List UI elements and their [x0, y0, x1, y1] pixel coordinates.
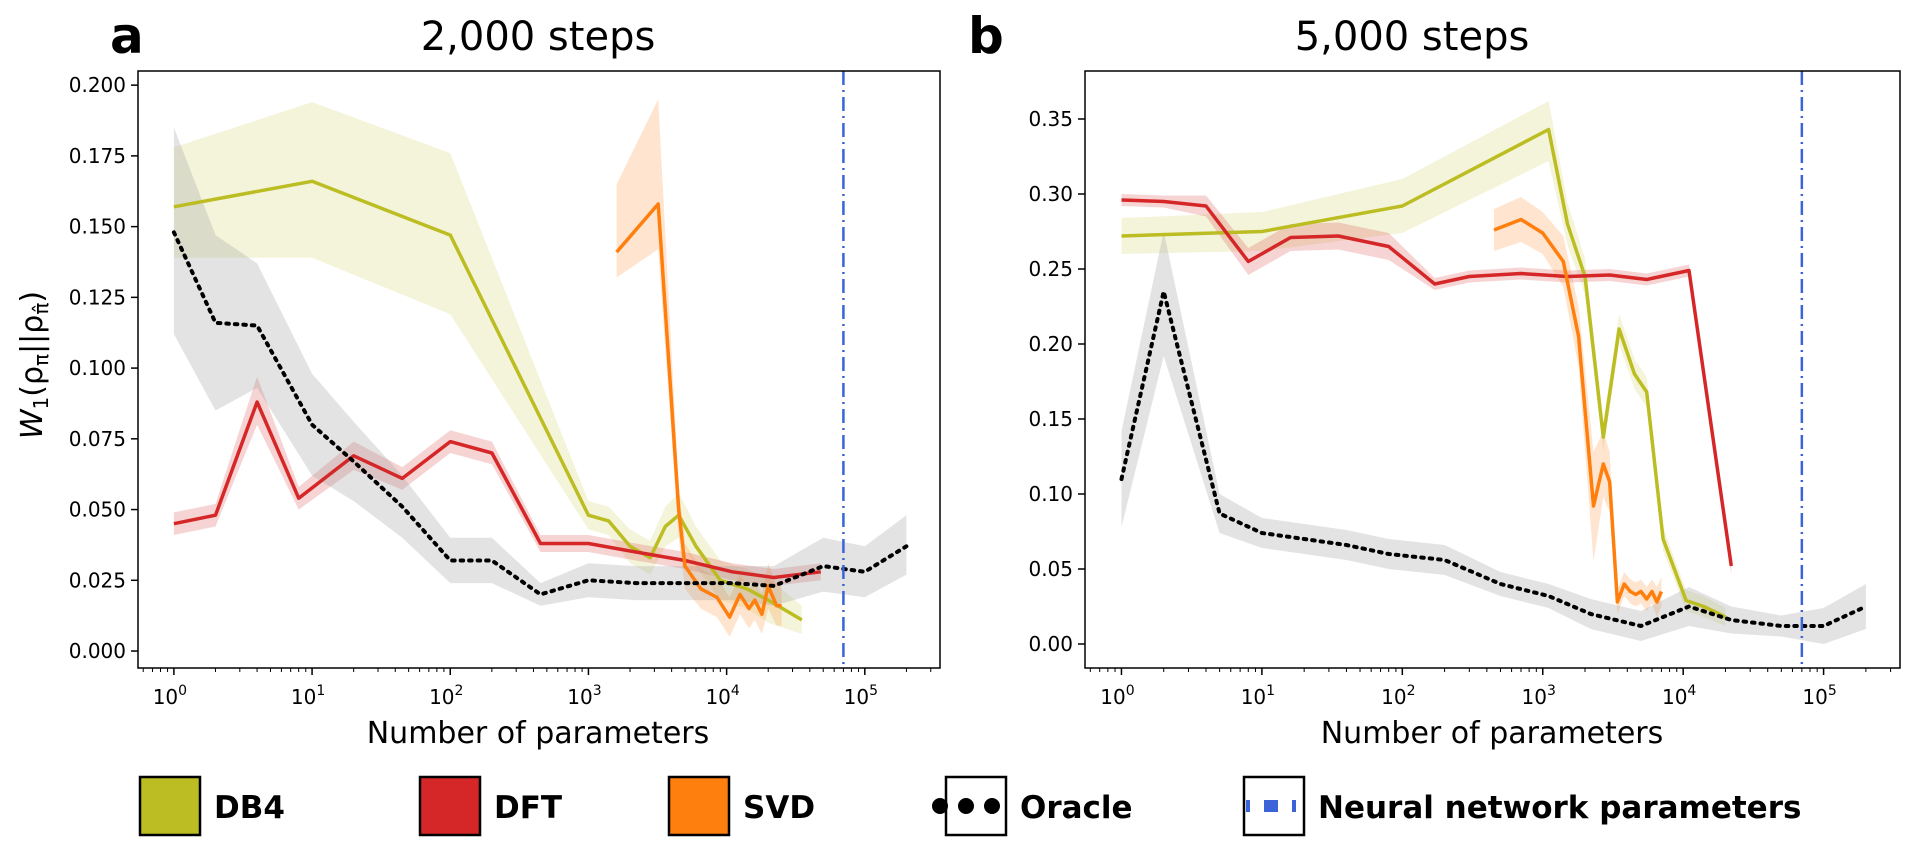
xtick-label-panel-a: 103 — [567, 683, 601, 709]
xtick-label-panel-b: 104 — [1662, 683, 1696, 709]
panel-a-ylabel: W1(ρπ||ρπ̂) — [15, 291, 53, 439]
legend-label: DFT — [494, 790, 562, 826]
xtick-label-panel-a: 100 — [153, 683, 187, 709]
xtick-label-panel-b: 101 — [1241, 683, 1275, 709]
xtick-label-panel-a: 105 — [844, 683, 878, 709]
ytick-label-panel-b: 0.25 — [1028, 257, 1073, 281]
ytick-label-panel-a: 0.175 — [69, 144, 126, 168]
legend-item-dft: DFT — [418, 775, 562, 837]
line-db4-panel-a — [173, 179, 803, 622]
legend-item-db4: DB4 — [138, 775, 285, 837]
panel-b: b 5,000 steps 0.000.050.100.150.200.250.… — [968, 7, 1901, 751]
ylabel-sub: 1 — [29, 397, 53, 410]
panel-a-plot-area: 0.000 0.025 0.050 0.075 0.100 0.125 0.150 0.175… — [69, 70, 941, 709]
xtick-label-panel-a: 101 — [291, 683, 325, 709]
xtick-label-panel-b: 103 — [1522, 683, 1556, 709]
legend: DB4 DFT SVD Oracle Neural network parameters — [138, 775, 1801, 837]
ytick-label-panel-a: 0.150 — [69, 215, 126, 239]
line-db4-panel-b — [1121, 127, 1727, 619]
ylabel-w: W — [15, 408, 50, 439]
ylabel-end: ) — [15, 291, 50, 303]
panel-b-letter: b — [968, 7, 1004, 65]
axes-frame-panel-b — [1084, 70, 1901, 669]
panel-b-title: 5,000 steps — [1295, 14, 1530, 60]
legend-label: SVD — [743, 790, 815, 826]
ytick-label-panel-b: 0.30 — [1028, 182, 1073, 206]
legend-swatch — [418, 775, 482, 837]
panel-a-title: 2,000 steps — [421, 14, 656, 60]
ytick-label-panel-a: 0.125 — [69, 285, 126, 309]
ytick-label-panel-b: 0.20 — [1028, 332, 1073, 356]
line-oracle-panel-a — [171, 230, 909, 597]
ylabel-arg-sub1: π — [29, 354, 53, 366]
band-oracle-panel-b — [1121, 231, 1866, 644]
panel-a-xlabel: Number of parameters — [367, 716, 710, 751]
ytick-label-panel-a: 0.075 — [69, 427, 126, 451]
line-svd-panel-b — [1493, 217, 1664, 604]
band-svd-panel-a — [616, 99, 782, 637]
line-oracle-panel-b — [1119, 289, 1868, 628]
line-dft-panel-b — [1121, 198, 1734, 567]
legend-label: Neural network parameters — [1318, 790, 1801, 826]
xtick-label-panel-b: 105 — [1802, 683, 1836, 709]
panel-b-series-layer — [1119, 71, 1868, 668]
legend-label: Oracle — [1020, 790, 1133, 826]
line-dft-panel-a — [173, 400, 822, 580]
band-db4-panel-a — [173, 102, 802, 635]
panel-a: a 2,000 steps 0.0000.0250.0500.0750.1000… — [15, 7, 941, 751]
legend-swatch — [667, 775, 731, 837]
legend-item-neural-network-parameters: Neural network parameters — [1242, 775, 1801, 837]
band-dft-panel-b — [1121, 194, 1732, 575]
legend-swatch — [138, 775, 202, 837]
ylabel-mid: ||ρ — [15, 315, 50, 354]
xtick-label-panel-a: 104 — [705, 683, 739, 709]
ytick-label-panel-a: 0.050 — [69, 498, 126, 522]
ytick-label-panel-a: 0.200 — [69, 73, 126, 97]
panel-b-plot-area: 0.00 0.05 0.10 0.15 0.20 0.25 0.30 0.35 100 101 10… — [1028, 70, 1901, 709]
panel-b-xlabel: Number of parameters — [1321, 716, 1664, 751]
ytick-label-panel-b: 0.05 — [1028, 557, 1073, 581]
ylabel-arg: (ρ — [15, 366, 50, 397]
ytick-label-panel-a: 0.100 — [69, 356, 126, 380]
band-db4-panel-b — [1121, 101, 1726, 626]
ytick-label-panel-b: 0.10 — [1028, 482, 1073, 506]
ytick-label-panel-b: 0.00 — [1028, 632, 1073, 656]
ytick-label-panel-b: 0.15 — [1028, 407, 1073, 431]
legend-label: DB4 — [214, 790, 285, 826]
xtick-label-panel-b: 100 — [1100, 683, 1134, 709]
ytick-label-panel-b: 0.35 — [1028, 107, 1073, 131]
ylabel-arg-sub2: π̂ — [29, 303, 53, 315]
axes-frame-panel-a — [137, 70, 941, 669]
band-svd-panel-b — [1494, 197, 1662, 617]
ytick-label-panel-a: 0.025 — [69, 568, 126, 592]
panel-a-letter: a — [110, 7, 144, 65]
xtick-label-panel-b: 102 — [1381, 683, 1415, 709]
legend-item-svd: SVD — [667, 775, 815, 837]
legend-item-oracle: Oracle — [932, 775, 1133, 837]
band-oracle-panel-a — [173, 127, 907, 606]
xtick-label-panel-a: 102 — [429, 683, 463, 709]
panel-a-series-layer — [171, 71, 909, 668]
ytick-label-panel-a: 0.000 — [69, 639, 126, 663]
line-svd-panel-a — [615, 202, 782, 619]
